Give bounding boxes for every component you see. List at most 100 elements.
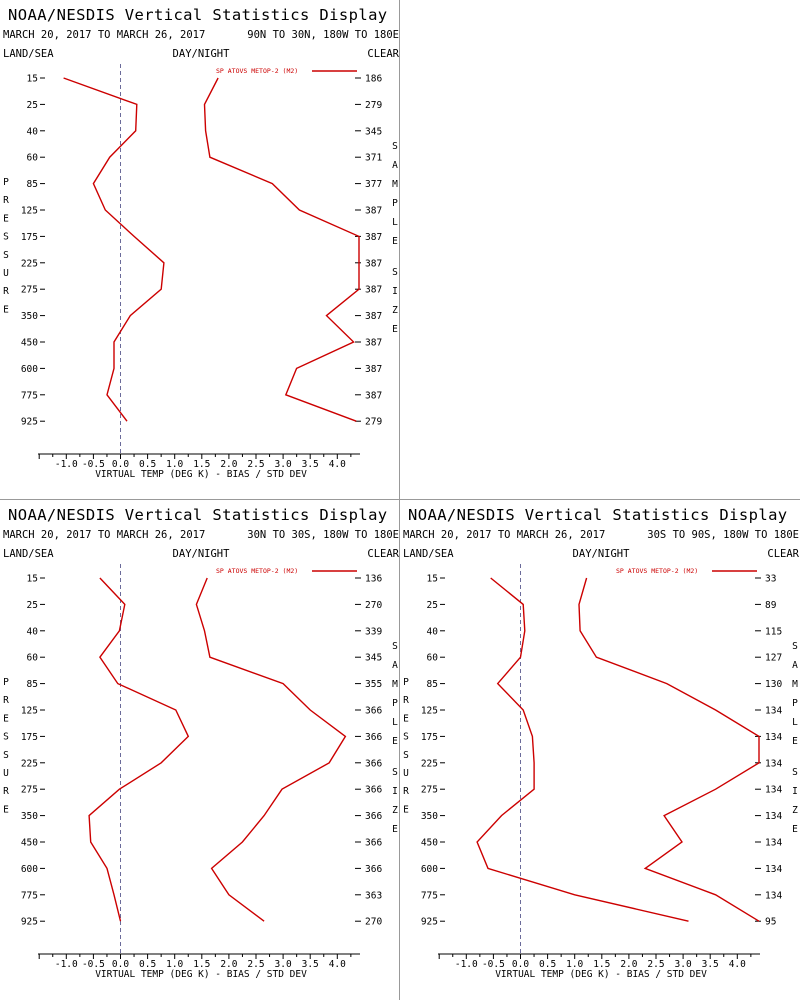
sample-size-label: 345: [365, 653, 382, 664]
x-tick-label: 4.0: [729, 959, 746, 970]
chart-panel-30n-30s: NOAA/NESDIS Vertical Statistics Display M…: [0, 500, 400, 1000]
pressure-tick-label: 40: [27, 626, 39, 637]
x-tick-label: 3.5: [302, 459, 319, 470]
pressure-tick-label: 85: [27, 179, 38, 190]
y-axis-title-letter: S: [3, 750, 9, 761]
y-axis-title-letter: E: [3, 713, 9, 724]
x-tick-label: 0.0: [112, 459, 129, 470]
clear-label: CLEAR: [767, 548, 799, 560]
x-tick-label: 0.0: [112, 959, 129, 970]
pressure-tick-label: 600: [421, 864, 438, 875]
sample-size-label: 387: [365, 258, 382, 269]
pressure-tick-label: 85: [27, 679, 38, 690]
y2-axis-title-letter: S: [392, 641, 398, 652]
y2-axis-title-letter: L: [392, 217, 398, 228]
sample-size-label: 134: [765, 864, 782, 875]
pressure-tick-label: 350: [21, 811, 38, 822]
clear-label: CLEAR: [367, 48, 399, 60]
sample-size-label: 136: [365, 574, 382, 585]
sample-size-label: 387: [365, 338, 382, 349]
sample-size-label: 270: [365, 600, 382, 611]
pressure-tick-label: 175: [21, 232, 38, 243]
vertical-stats-chart: NOAA/NESDIS Vertical Statistics Display M…: [403, 506, 800, 980]
sample-size-label: 387: [365, 285, 382, 296]
sample-size-label: 377: [365, 179, 382, 190]
sample-size-label: 134: [765, 732, 782, 743]
x-tick-label: 1.0: [166, 959, 183, 970]
x-tick-label: 0.0: [512, 959, 529, 970]
pressure-tick-label: 600: [21, 364, 38, 375]
y2-axis-title-letter: M: [392, 679, 398, 690]
sample-size-label: 33: [765, 574, 776, 585]
region-label: 30N TO 30S, 180W TO 180E: [247, 529, 399, 541]
pressure-tick-label: 925: [21, 917, 38, 928]
std-dev-series-line: [195, 577, 347, 922]
pressure-tick-label: 125: [21, 206, 38, 217]
x-tick-label: 3.5: [702, 959, 719, 970]
y2-axis-title-letter: Z: [392, 805, 398, 816]
sample-size-label: 387: [365, 232, 382, 243]
legend-label: SP ATOVS METOP-2 (M2): [216, 67, 298, 75]
x-tick-label: 2.5: [647, 959, 664, 970]
pressure-tick-label: 275: [21, 785, 38, 796]
y2-axis-title-letter: P: [792, 698, 798, 709]
y2-axis-title-letter: M: [792, 679, 798, 690]
y2-axis-title-letter: E: [392, 236, 398, 247]
y-axis-title-letter: R: [3, 786, 9, 797]
vertical-stats-chart: NOAA/NESDIS Vertical Statistics Display M…: [3, 6, 400, 480]
pressure-tick-label: 450: [421, 838, 438, 849]
bias-series-line: [63, 77, 165, 422]
bias-series-line: [88, 577, 190, 922]
sample-size-label: 366: [365, 811, 382, 822]
panel-divider-vertical: [399, 0, 400, 1000]
y2-axis-title-letter: A: [792, 660, 798, 671]
pressure-tick-label: 225: [21, 258, 38, 269]
y2-axis-title-letter: S: [392, 267, 398, 278]
y2-axis-title-letter: E: [392, 824, 398, 835]
clear-label: CLEAR: [367, 548, 399, 560]
y-axis-title-letter: R: [3, 195, 9, 206]
y-axis-title-letter: S: [3, 250, 9, 261]
sample-size-label: 130: [765, 679, 782, 690]
x-tick-label: -1.0: [455, 959, 478, 970]
pressure-tick-label: 60: [427, 653, 439, 664]
panel-divider-horizontal: [0, 499, 800, 500]
y-axis-title-letter: U: [3, 768, 9, 779]
date-range: MARCH 20, 2017 TO MARCH 26, 2017: [3, 529, 205, 541]
sample-size-label: 371: [365, 153, 382, 164]
pressure-tick-label: 40: [427, 626, 439, 637]
sample-size-label: 134: [765, 785, 782, 796]
x-tick-label: 2.0: [620, 959, 637, 970]
pressure-tick-label: 450: [21, 338, 38, 349]
chart-title: NOAA/NESDIS Vertical Statistics Display: [8, 6, 388, 24]
y-axis-title-letter: R: [3, 286, 9, 297]
x-tick-label: 1.0: [166, 459, 183, 470]
y-axis-title-letter: U: [3, 268, 9, 279]
sample-size-label: 345: [365, 126, 382, 137]
y2-axis-title-letter: E: [392, 736, 398, 747]
sample-size-label: 134: [765, 811, 782, 822]
x-axis-title: VIRTUAL TEMP (DEG K) - BIAS / STD DEV: [95, 469, 307, 480]
x-tick-label: 0.5: [539, 959, 556, 970]
sample-size-label: 127: [765, 653, 782, 664]
x-tick-label: -0.5: [482, 959, 505, 970]
y2-axis-title-letter: E: [792, 824, 798, 835]
pressure-tick-label: 925: [421, 917, 438, 928]
y2-axis-title-letter: S: [792, 641, 798, 652]
y2-axis-title-letter: S: [392, 767, 398, 778]
date-range: MARCH 20, 2017 TO MARCH 26, 2017: [3, 29, 205, 41]
pressure-tick-label: 40: [27, 126, 39, 137]
pressure-tick-label: 60: [27, 153, 39, 164]
x-tick-label: 0.5: [139, 459, 156, 470]
y2-axis-title-letter: E: [792, 736, 798, 747]
y-axis-title-letter: S: [403, 750, 409, 761]
chart-panel-30s-90s: NOAA/NESDIS Vertical Statistics Display M…: [400, 500, 800, 1000]
sample-size-label: 366: [365, 864, 382, 875]
sample-size-label: 95: [765, 917, 776, 928]
y2-axis-title-letter: I: [792, 786, 798, 797]
y-axis-title-letter: E: [3, 804, 9, 815]
sample-size-label: 115: [765, 626, 782, 637]
y-axis-title-letter: E: [403, 713, 409, 724]
legend-label: SP ATOVS METOP-2 (M2): [616, 567, 698, 575]
land-sea-label: LAND/SEA: [403, 548, 454, 560]
